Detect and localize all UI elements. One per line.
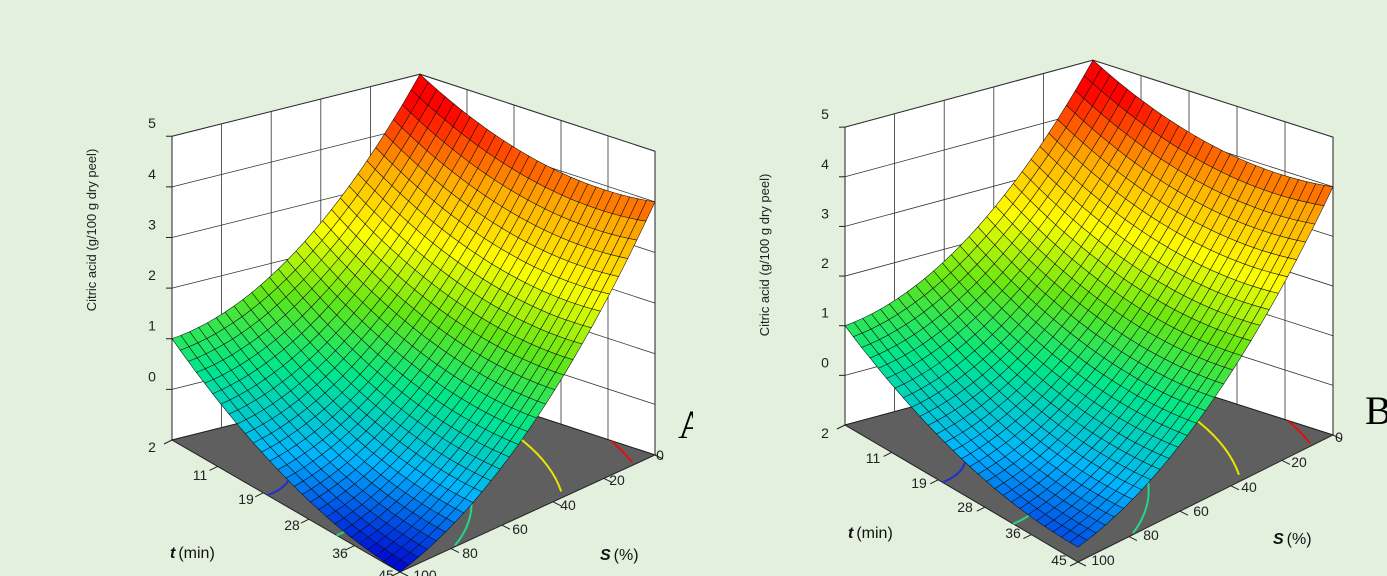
y-axis-unit: (min) [178, 545, 214, 562]
x-tick-label: 80 [462, 545, 478, 561]
surface-cell [1069, 535, 1088, 548]
y-tick-mark [254, 492, 264, 498]
y-tick-label: 11 [193, 467, 208, 483]
surface-cell [391, 559, 410, 573]
z-tick-label: 5 [821, 106, 829, 122]
x-tick-mark [450, 548, 460, 554]
y-axis-label: t (min) [848, 525, 893, 542]
x-tick-label: 80 [1143, 527, 1159, 543]
y-tick-label: 2 [148, 439, 156, 455]
z-tick-label: 1 [821, 305, 829, 321]
z-tick-label: 2 [148, 267, 156, 283]
y-tick-mark [163, 439, 173, 445]
y-tick-label: 28 [284, 517, 300, 533]
y-tick-label: 28 [957, 499, 973, 515]
y-tick-label: 36 [1005, 525, 1021, 541]
surface-mesh [844, 59, 1334, 548]
x-tick-mark [1332, 434, 1342, 440]
contour-line [1287, 420, 1311, 444]
x-axis-symbol: S [1273, 531, 1284, 548]
z-tick-label: 1 [148, 318, 156, 334]
x-tick-mark [1281, 459, 1291, 465]
x-tick-label: 40 [1241, 479, 1257, 495]
y-tick-mark [1069, 561, 1079, 567]
x-axis-symbol: S [600, 547, 611, 564]
z-tick-label: 0 [821, 354, 829, 370]
x-tick-label: 20 [1291, 454, 1307, 470]
y-tick-mark [836, 424, 846, 430]
z-tick-label: 5 [148, 115, 156, 131]
x-axis-label: S (%) [1273, 531, 1312, 548]
y-tick-mark [391, 571, 401, 576]
x-axis-unit: (%) [1287, 531, 1312, 548]
y-tick-mark [346, 545, 355, 551]
x-tick-mark [552, 501, 562, 507]
z-tick-label: 4 [148, 166, 156, 182]
y-tick-mark [883, 451, 892, 457]
y-tick-label: 19 [911, 475, 927, 491]
y-tick-label: 19 [238, 491, 254, 507]
x-tick-label: 100 [1091, 552, 1115, 568]
panel-label: B [1365, 388, 1387, 433]
z-tick-label: 3 [148, 216, 156, 232]
x-tick-label: 0 [656, 447, 664, 463]
z-tick-label: 4 [821, 156, 829, 172]
x-tick-label: 40 [560, 497, 576, 513]
z-axis-label: Citric acid (g/100 g dry peel) [757, 174, 772, 337]
y-axis-label: t (min) [170, 545, 215, 562]
x-tick-mark [501, 524, 511, 530]
y-tick-mark [929, 479, 939, 485]
y-tick-mark [300, 518, 310, 524]
z-tick-label: 3 [821, 205, 829, 221]
x-tick-label: 0 [1335, 429, 1343, 445]
contour-line [610, 440, 633, 463]
z-tick-label: 2 [821, 255, 829, 271]
x-tick-mark [399, 571, 409, 576]
z-tick-label: 0 [148, 368, 156, 384]
y-tick-mark [976, 506, 986, 512]
x-tick-label: 60 [1193, 503, 1209, 519]
x-axis-unit: (%) [614, 547, 639, 564]
y-tick-mark [209, 465, 218, 471]
y-tick-label: 45 [1051, 552, 1067, 568]
y-tick-mark [1023, 534, 1032, 540]
x-tick-mark [1230, 485, 1240, 491]
y-tick-label: 36 [332, 545, 348, 561]
x-tick-mark [1179, 510, 1189, 516]
y-axis-symbol: t [170, 545, 176, 562]
x-tick-mark [1128, 536, 1138, 542]
y-tick-label: 2 [821, 425, 829, 441]
x-tick-label: 60 [512, 521, 528, 537]
y-tick-label: 11 [866, 450, 881, 466]
z-axis-label: Citric acid (g/100 g dry peel) [84, 149, 99, 312]
x-tick-mark [654, 454, 664, 460]
x-tick-mark [1077, 561, 1087, 567]
x-tick-mark [603, 477, 613, 483]
x-tick-label: 100 [413, 567, 437, 576]
y-axis-unit: (min) [856, 525, 892, 542]
y-tick-label: 45 [378, 567, 394, 576]
x-tick-label: 20 [609, 472, 625, 488]
y-axis-symbol: t [848, 525, 854, 542]
x-axis-label: S (%) [600, 547, 639, 564]
panel-label: A [678, 402, 693, 447]
surface-mesh [171, 73, 656, 573]
